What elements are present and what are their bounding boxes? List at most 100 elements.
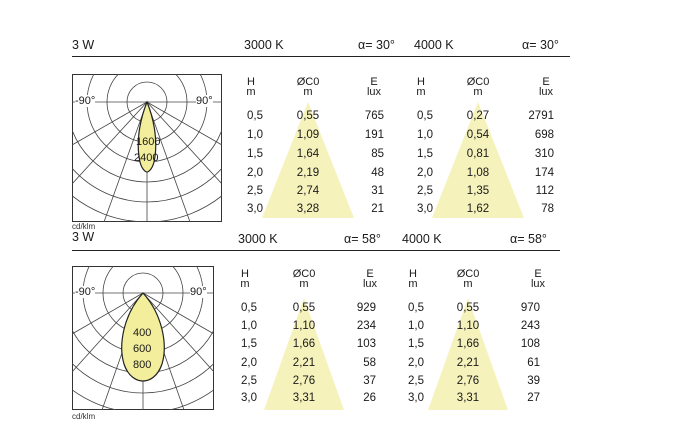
table-cell-illuminance: 61 [527,357,540,369]
table-cell-height: 2,0 [247,167,263,179]
table-cell-illuminance: 234 [356,320,376,332]
beam-angle-label: α= 58° [344,232,381,246]
table-cell-diameter: 0,55 [292,302,316,314]
table-cell-illuminance: 112 [535,185,554,197]
table-cell-height: 2,0 [417,167,433,179]
table-cell-illuminance: 31 [371,185,384,197]
polar-diagram [72,74,222,222]
table-cell-height: 3,0 [247,203,263,215]
table-cell-height: 1,0 [417,129,433,141]
table-cell-height: 1,0 [247,129,263,141]
ring-label: 1600 [136,136,161,148]
beam-angle-label: α= 30° [522,38,559,52]
table-cell-diameter: 1,64 [296,148,320,160]
table-cell-height: 1,0 [241,320,257,332]
table-cell-height: 0,5 [241,302,257,314]
power-label: 3 W [72,230,95,244]
table-cell-illuminance: 39 [527,375,540,387]
table-cell-diameter: 0,54 [466,129,490,141]
header-rule [72,250,560,251]
cct-label-3000k: 3000 K [244,38,284,52]
table-cell-illuminance: 174 [534,167,554,179]
table-cell-diameter: 2,76 [292,375,316,387]
table-cell-illuminance: 21 [371,203,384,215]
beam-angle-label: α= 30° [358,38,395,52]
unit-label: cd/klm [72,222,96,231]
table-cell-height: 0,5 [408,302,424,314]
ring-label: 400 [133,327,152,339]
table-cell-height: 1,5 [417,148,433,160]
table-cell-height: 2,5 [408,375,424,387]
table-cell-height: 1,5 [408,338,424,350]
table-cell-illuminance: 48 [371,167,384,179]
table-cell-diameter: 1,62 [466,203,490,215]
beam-cone [428,298,508,410]
table-cell-illuminance: 58 [363,357,376,369]
cct-label-3000k: 3000 K [238,232,278,246]
table-cell-illuminance: 103 [356,338,376,350]
beam-cone [262,102,354,218]
beam-angle-label: α= 58° [510,232,547,246]
ring-label: 2400 [134,152,159,164]
beam-cone [432,102,524,218]
table-cell-illuminance: 970 [520,302,540,314]
table-cell-illuminance: 191 [364,129,384,141]
table-cell-illuminance: 2791 [528,110,554,122]
table-cell-diameter: 2,19 [296,167,320,179]
column-header-diameter: ØC0 m [456,268,480,290]
table-cell-diameter: 1,10 [456,320,480,332]
ring-label: 600 [133,343,152,355]
table-cell-diameter: 3,31 [292,392,316,404]
table-cell-height: 3,0 [417,203,433,215]
table-cell-illuminance: 85 [371,148,384,160]
table-cell-diameter: 1,66 [456,338,480,350]
table-cell-height: 2,0 [408,357,424,369]
table-cell-illuminance: 26 [363,392,376,404]
table-cell-illuminance: 108 [520,338,540,350]
table-cell-height: 2,5 [241,375,257,387]
table-cell-height: 0,5 [247,110,263,122]
table-cell-diameter: 3,31 [456,392,480,404]
table-cell-diameter: 0,55 [456,302,480,314]
table-cell-illuminance: 929 [356,302,376,314]
angle-label-right: 90° [190,286,207,298]
table-cell-height: 1,5 [247,148,263,160]
cct-label-4000k: 4000 K [414,38,454,52]
table-cell-diameter: 1,09 [296,129,320,141]
table-cell-illuminance: 78 [541,203,554,215]
table-cell-height: 1,5 [241,338,257,350]
beam-cone [264,298,344,410]
column-header-diameter: ØC0 m [466,76,490,98]
table-cell-illuminance: 27 [527,392,540,404]
table-cell-height: 2,5 [247,185,263,197]
table-cell-illuminance: 37 [363,375,376,387]
table-cell-diameter: 0,81 [466,148,490,160]
table-cell-height: 2,0 [241,357,257,369]
table-cell-height: 0,5 [417,110,433,122]
light-distribution-curve [121,292,165,382]
table-cell-diameter: 1,08 [466,167,490,179]
header-rule [72,56,570,57]
table-cell-diameter: 0,55 [296,110,320,122]
table-cell-diameter: 3,28 [296,203,320,215]
angle-label-right: 90° [196,95,213,107]
angle-label-left: -90° [75,95,96,107]
table-cell-diameter: 1,35 [466,185,490,197]
table-cell-height: 3,0 [241,392,257,404]
cct-label-4000k: 4000 K [402,232,442,246]
table-cell-diameter: 1,66 [292,338,316,350]
table-cell-height: 2,5 [417,185,433,197]
table-cell-diameter: 0,27 [466,110,490,122]
table-cell-diameter: 2,21 [292,357,316,369]
column-header-diameter: ØC0 m [292,268,316,290]
table-cell-illuminance: 765 [364,110,384,122]
unit-label: cd/klm [72,412,96,421]
table-cell-height: 3,0 [408,392,424,404]
